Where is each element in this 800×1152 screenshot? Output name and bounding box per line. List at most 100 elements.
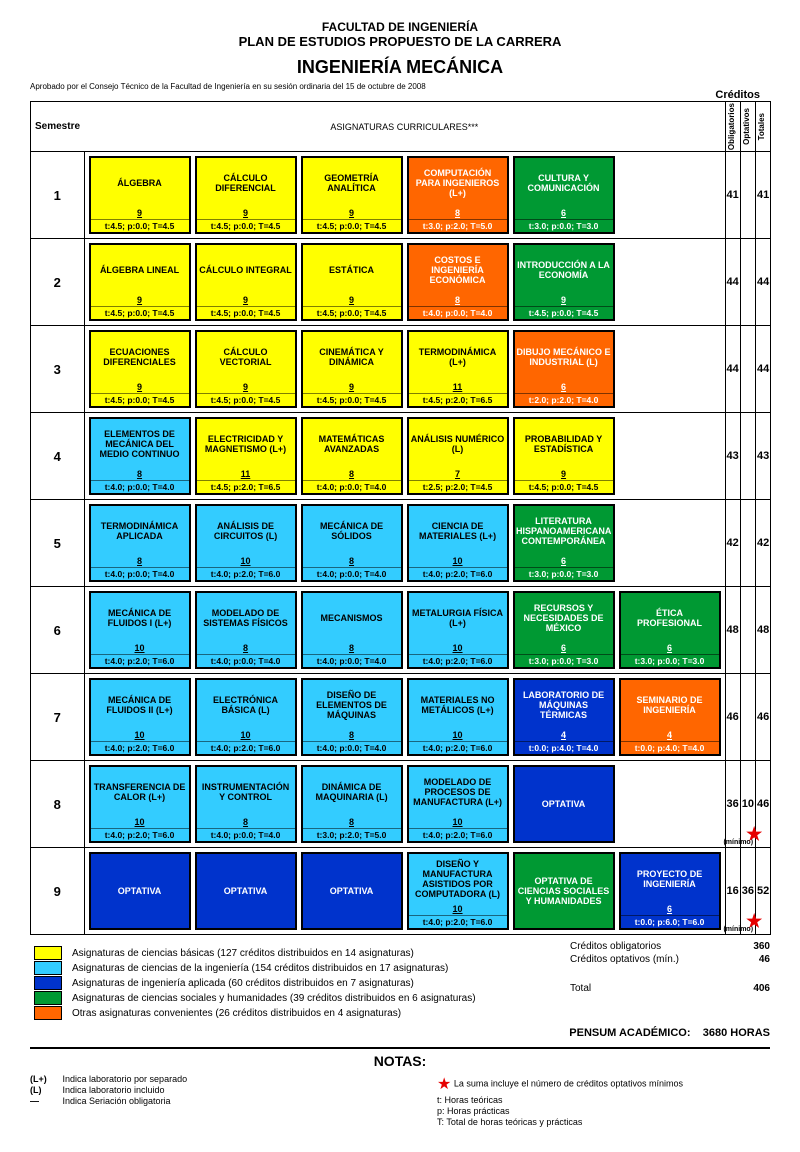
course-box: ANÁLISIS NUMÉRICO (L)7t:2.5; p:2.0; T=4.…: [407, 417, 509, 495]
curriculum-table: Semestre ASIGNATURAS CURRICULARES*** Obl…: [30, 101, 771, 935]
semester-courses: MECÁNICA DE FLUIDOS II (L+)10t:4.0; p:2.…: [84, 674, 725, 761]
course-box: ESTÁTICA9t:4.5; p:0.0; T=4.5: [301, 243, 403, 321]
semester-number: 8: [31, 761, 85, 848]
course-name: DINÁMICA DE MAQUINARIA (L): [303, 767, 401, 817]
credit-cell: 46: [725, 674, 740, 761]
legend-text: Asignaturas de ingeniería aplicada (60 c…: [72, 978, 414, 989]
course-box: LABORATORIO DE MÁQUINAS TÉRMICAS4t:0.0; …: [513, 678, 615, 756]
credits-label: Créditos: [715, 89, 760, 101]
semester-courses: MECÁNICA DE FLUIDOS I (L+)10t:4.0; p:2.0…: [84, 587, 725, 674]
course-hours: t:4.0; p:0.0; T=4.0: [197, 828, 295, 841]
course-credits: 7: [409, 469, 507, 480]
course-box: DISEÑO DE ELEMENTOS DE MÁQUINAS8t:4.0; p…: [301, 678, 403, 756]
course-hours: t:4.0; p:2.0; T=6.0: [409, 828, 507, 841]
course-credits: 11: [409, 382, 507, 393]
note-item: T: Total de horas teóricas y prácticas: [437, 1117, 770, 1127]
course-name: CÁLCULO DIFERENCIAL: [197, 158, 295, 208]
course-name: MATERIALES NO METÁLICOS (L+): [409, 680, 507, 730]
course-credits: 10: [197, 730, 295, 741]
course-hours: t:4.0; p:0.0; T=4.0: [303, 480, 401, 493]
course-name: ANÁLISIS DE CIRCUITOS (L): [197, 506, 295, 556]
star-icon: ★: [746, 911, 762, 932]
credit-cell: 44: [756, 239, 771, 326]
course-credits: 10: [409, 904, 507, 915]
course-credits: 4: [621, 730, 719, 741]
course-credits: 6: [515, 382, 613, 393]
credit-cell: 44: [725, 326, 740, 413]
credit-cell: [740, 239, 755, 326]
semester-courses: ELEMENTOS DE MECÁNICA DEL MEDIO CONTINUO…: [84, 413, 725, 500]
course-name: PROBABILIDAD Y ESTADÍSTICA: [515, 419, 613, 469]
course-credits: 10: [91, 730, 189, 741]
course-credits: 10: [409, 643, 507, 654]
credit-cell: [740, 413, 755, 500]
course-name: MECANISMOS: [303, 593, 401, 643]
career-title: INGENIERÍA MECÁNICA: [30, 57, 770, 78]
course-box: COSTOS E INGENIERÍA ECONÓMICA8t:4.0; p:0…: [407, 243, 509, 321]
course-credits: 6: [515, 643, 613, 654]
course-name: ELEMENTOS DE MECÁNICA DEL MEDIO CONTINUO: [91, 419, 189, 469]
course-name: GEOMETRÍA ANALÍTICA: [303, 158, 401, 208]
course-credits: 9: [197, 295, 295, 306]
semester-courses: ECUACIONES DIFERENCIALES9t:4.5; p:0.0; T…: [84, 326, 725, 413]
course-name: ELECTRÓNICA BÁSICA (L): [197, 680, 295, 730]
course-box: ÁLGEBRA9t:4.5; p:0.0; T=4.5: [89, 156, 191, 234]
legend-row: Asignaturas de ciencias básicas (127 cré…: [30, 946, 570, 960]
legend-text: Otras asignaturas convenientes (26 crédi…: [72, 1008, 401, 1019]
legend-row: Otras asignaturas convenientes (26 crédi…: [30, 1006, 570, 1020]
course-hours: t:3.0; p:0.0; T=3.0: [621, 654, 719, 667]
course-box: GEOMETRÍA ANALÍTICA9t:4.5; p:0.0; T=4.5: [301, 156, 403, 234]
course-name: MECÁNICA DE FLUIDOS II (L+): [91, 680, 189, 730]
course-hours: t:4.0; p:2.0; T=6.0: [197, 741, 295, 754]
course-name: COMPUTACIÓN PARA INGENIEROS (L+): [409, 158, 507, 208]
course-credits: 8: [303, 643, 401, 654]
course-hours: t:4.0; p:2.0; T=6.0: [409, 741, 507, 754]
total-opt-value: 46: [759, 954, 770, 965]
approval-text: Aprobado por el Consejo Técnico de la Fa…: [30, 82, 426, 91]
course-name: ANÁLISIS NUMÉRICO (L): [409, 419, 507, 469]
divider: [30, 1047, 770, 1049]
star-icon: ★: [437, 1076, 451, 1093]
course-credits: 9: [91, 382, 189, 393]
course-name: CÁLCULO INTEGRAL: [197, 245, 295, 295]
course-box: ELECTRÓNICA BÁSICA (L)10t:4.0; p:2.0; T=…: [195, 678, 297, 756]
legend-row: Asignaturas de ciencias de la ingeniería…: [30, 961, 570, 975]
course-box: MATEMÁTICAS AVANZADAS8t:4.0; p:0.0; T=4.…: [301, 417, 403, 495]
course-hours: t:4.0; p:0.0; T=4.0: [91, 480, 189, 493]
course-hours: t:4.5; p:2.0; T=6.5: [197, 480, 295, 493]
course-name: MODELADO DE PROCESOS DE MANUFACTURA (L+): [409, 767, 507, 817]
course-credits: 9: [303, 208, 401, 219]
course-hours: t:4.5; p:0.0; T=4.5: [91, 306, 189, 319]
course-name: OPTATIVA DE CIENCIAS SOCIALES Y HUMANIDA…: [515, 854, 613, 928]
course-name: LABORATORIO DE MÁQUINAS TÉRMICAS: [515, 680, 613, 730]
course-credits: 8: [197, 643, 295, 654]
course-hours: t:0.0; p:4.0; T=4.0: [621, 741, 719, 754]
course-name: INSTRUMENTACIÓN Y CONTROL: [197, 767, 295, 817]
course-box: INTRODUCCIÓN A LA ECONOMÍA9t:4.5; p:0.0;…: [513, 243, 615, 321]
pensum-value: 3680 HORAS: [703, 1027, 770, 1039]
course-box: TERMODINÁMICA APLICADA8t:4.0; p:0.0; T=4…: [89, 504, 191, 582]
semester-courses: TERMODINÁMICA APLICADA8t:4.0; p:0.0; T=4…: [84, 500, 725, 587]
course-box: OPTATIVA: [301, 852, 403, 930]
course-hours: t:3.0; p:0.0; T=3.0: [515, 567, 613, 580]
course-box: ECUACIONES DIFERENCIALES9t:4.5; p:0.0; T…: [89, 330, 191, 408]
credit-cell: [740, 500, 755, 587]
credit-cell: [740, 326, 755, 413]
credit-cell: 48: [725, 587, 740, 674]
legend-text: Asignaturas de ciencias sociales y human…: [72, 993, 476, 1004]
semester-header: Semestre: [31, 102, 85, 152]
course-box: ELEMENTOS DE MECÁNICA DEL MEDIO CONTINUO…: [89, 417, 191, 495]
course-name: COSTOS E INGENIERÍA ECONÓMICA: [409, 245, 507, 295]
note-item: (L) Indica laboratorio incluido: [30, 1085, 437, 1095]
course-box: ÉTICA PROFESIONAL6t:3.0; p:0.0; T=3.0: [619, 591, 721, 669]
credit-cell: 44: [725, 239, 740, 326]
semester-courses: OPTATIVAOPTATIVAOPTATIVADISEÑO Y MANUFAC…: [84, 848, 725, 935]
course-credits: 6: [515, 556, 613, 567]
course-hours: t:4.0; p:0.0; T=4.0: [409, 306, 507, 319]
course-box: INSTRUMENTACIÓN Y CONTROL8t:4.0; p:0.0; …: [195, 765, 297, 843]
course-box: MECÁNICA DE FLUIDOS II (L+)10t:4.0; p:2.…: [89, 678, 191, 756]
course-hours: t:4.0; p:0.0; T=4.0: [303, 567, 401, 580]
course-name: ÁLGEBRA LINEAL: [91, 245, 189, 295]
course-box: METALURGIA FÍSICA (L+)10t:4.0; p:2.0; T=…: [407, 591, 509, 669]
course-hours: t:4.0; p:2.0; T=6.0: [91, 828, 189, 841]
